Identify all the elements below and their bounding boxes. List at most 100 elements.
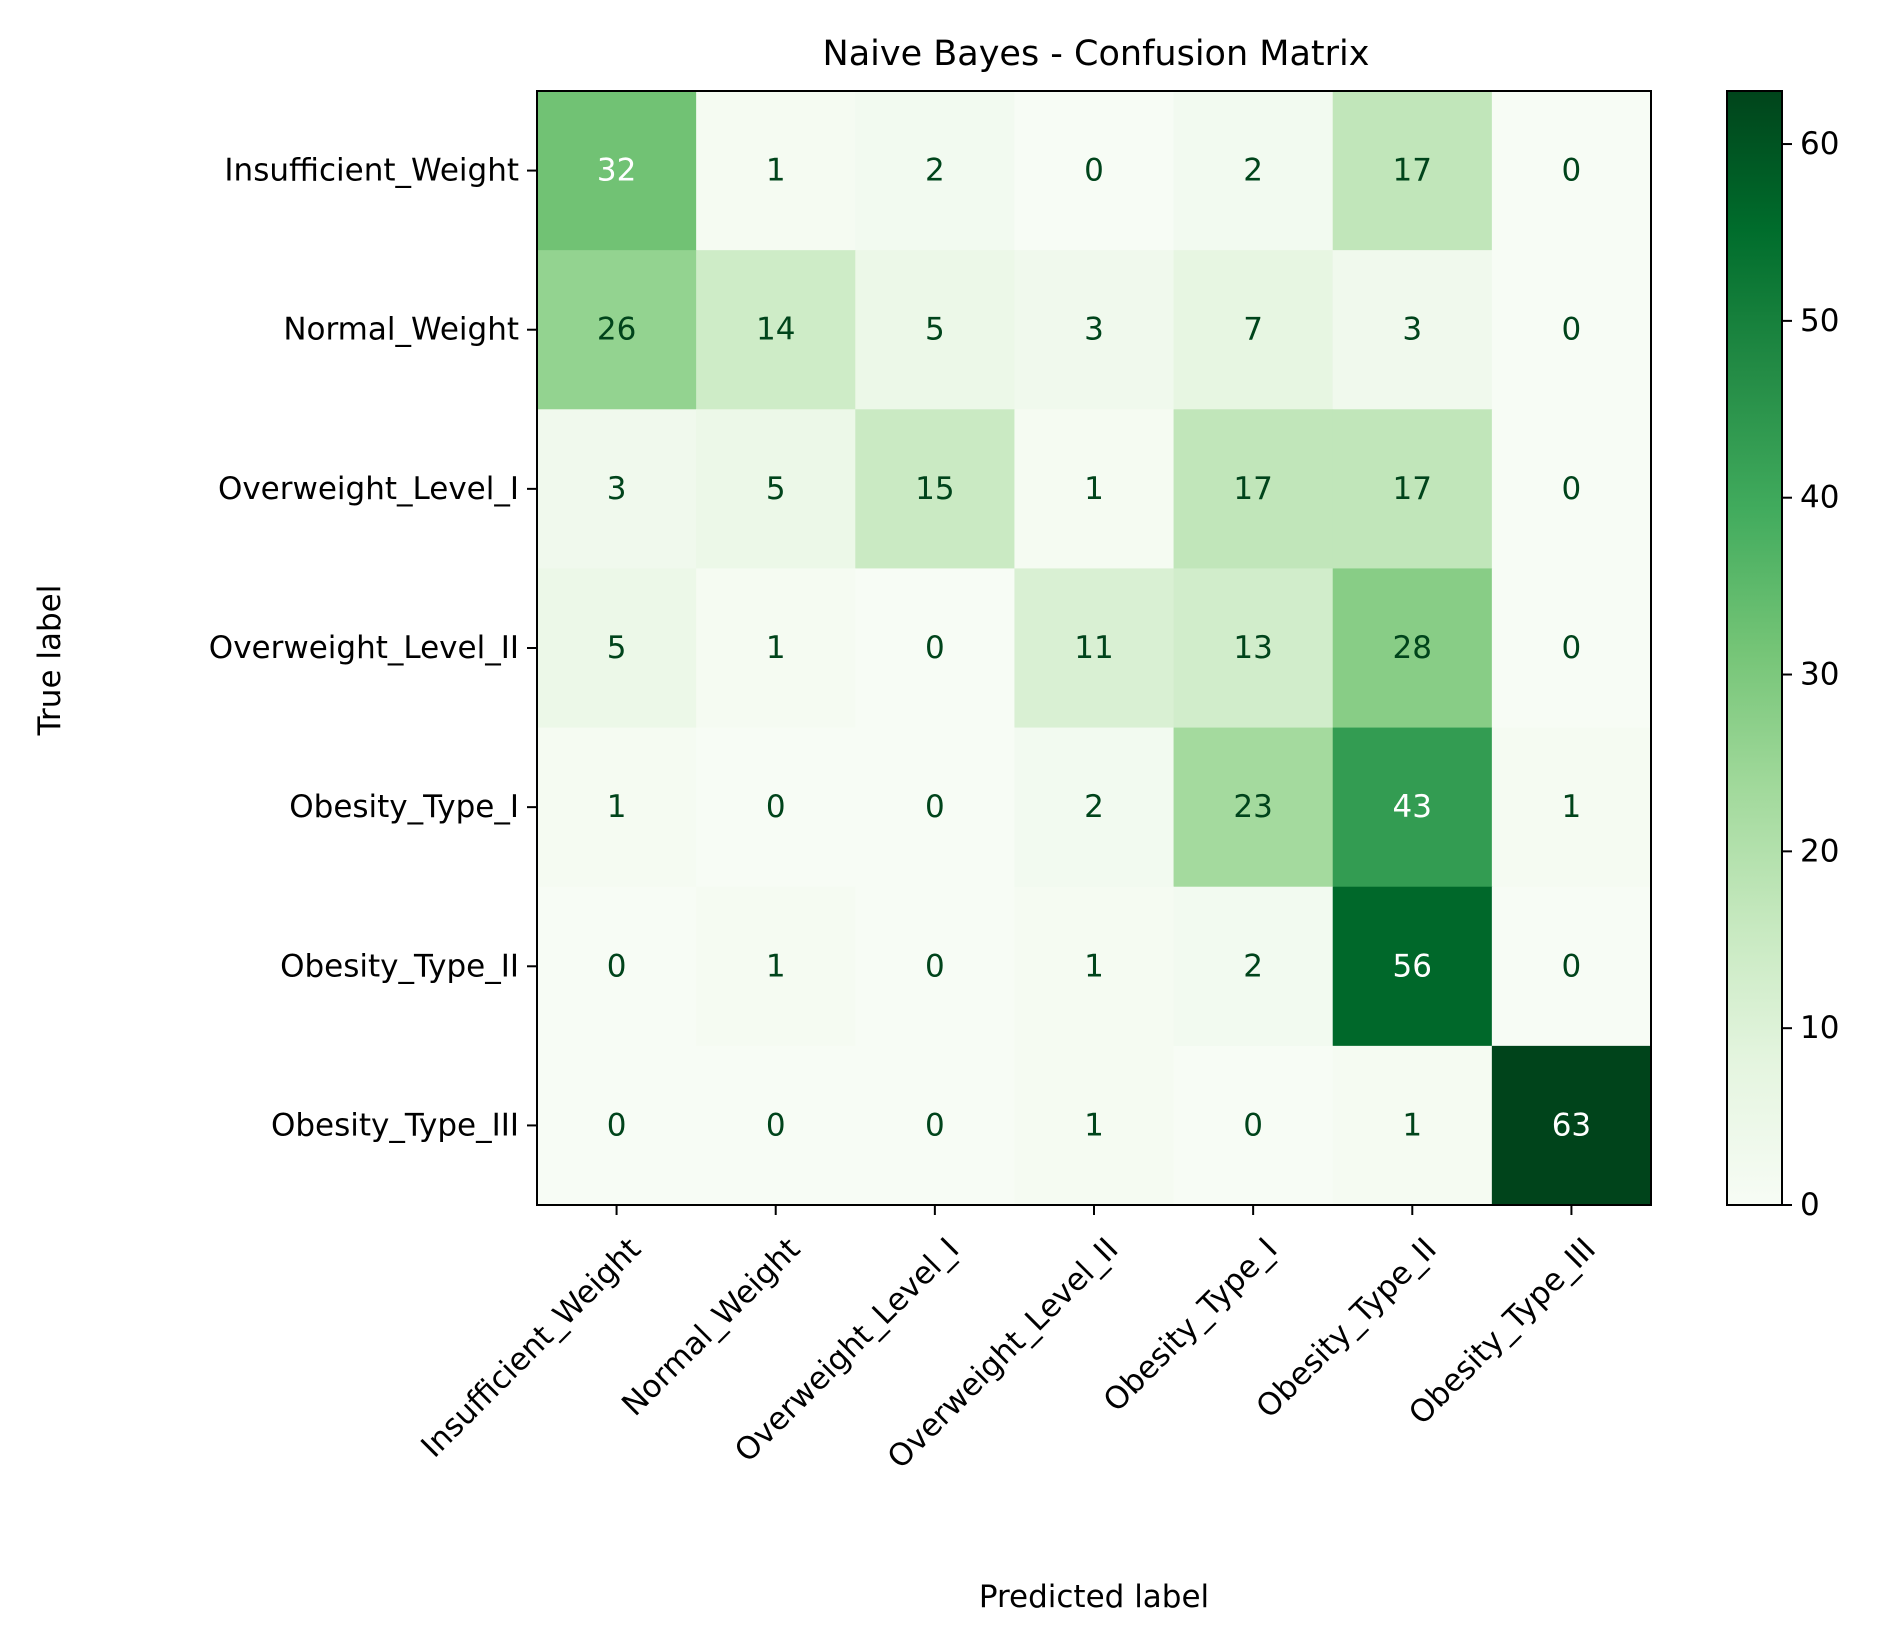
heatmap-cell — [537, 886, 697, 1047]
cell-value-label: 56 — [1393, 948, 1432, 984]
y-tick-label: Obesity_Type_I — [289, 789, 519, 825]
heatmap-cell — [537, 409, 697, 569]
heatmap-cell — [1491, 250, 1652, 410]
cell-value-label: 0 — [1562, 312, 1582, 348]
heatmap-cell — [537, 568, 697, 729]
cell-value-label: 5 — [766, 471, 786, 507]
heatmap-cell — [1332, 1045, 1493, 1206]
cell-value-label: 0 — [1562, 471, 1582, 507]
cell-value-label: 1 — [1084, 1107, 1104, 1143]
cell-value-label: 0 — [1562, 630, 1582, 666]
heatmap-cell — [1014, 886, 1175, 1047]
cell-value-label: 1 — [766, 948, 786, 984]
colorbar-tick-label: 0 — [1800, 1187, 1820, 1223]
cell-value-label: 0 — [1562, 153, 1582, 189]
cell-value-label: 11 — [1074, 630, 1113, 666]
heatmap-cell — [855, 568, 1015, 729]
heatmap-cell — [1014, 727, 1175, 888]
cell-value-label: 3 — [1084, 312, 1104, 348]
colorbar-tick-label: 60 — [1800, 126, 1839, 162]
heatmap-cell — [855, 886, 1015, 1047]
heatmap-cell — [1332, 727, 1493, 888]
y-tick-label: Overweight_Level_II — [209, 630, 519, 666]
cell-value-label: 5 — [925, 312, 945, 348]
cell-value-label: 3 — [1402, 312, 1422, 348]
cell-value-label: 7 — [1243, 312, 1263, 348]
heatmap-cell — [1491, 91, 1652, 251]
x-axis-label: Predicted label — [979, 1579, 1209, 1615]
heatmap-cell — [1491, 409, 1652, 569]
heatmap-cell — [1173, 727, 1334, 888]
y-tick-label: Overweight_Level_I — [218, 471, 519, 507]
cell-value-label: 0 — [925, 789, 945, 825]
y-tick-label: Normal_Weight — [283, 312, 519, 348]
heatmap-cell — [1491, 886, 1652, 1047]
heatmap-cell — [1014, 568, 1175, 729]
cell-value-label: 1 — [1084, 471, 1104, 507]
x-axis-ticks: Insufficient_WeightNormal_WeightOverweig… — [414, 1205, 1603, 1476]
colorbar-tick-label: 50 — [1800, 303, 1839, 339]
colorbar-tick-label: 10 — [1800, 1010, 1839, 1046]
heatmap-cell — [1014, 91, 1175, 251]
heatmap-cell — [1173, 568, 1334, 729]
cell-value-label: 0 — [925, 948, 945, 984]
cell-value-label: 43 — [1393, 789, 1432, 825]
cell-value-label: 1 — [766, 153, 786, 189]
heatmap-cell — [537, 250, 697, 410]
y-axis-ticks: Insufficient_Weight Normal_Weight Overweig… — [209, 153, 537, 1143]
cell-value-label: 2 — [1243, 153, 1263, 189]
cell-value-label: 2 — [1084, 789, 1104, 825]
colorbar-tick-label: 30 — [1800, 657, 1839, 693]
cell-value-label: 17 — [1233, 471, 1272, 507]
cell-value-label: 1 — [1402, 1107, 1422, 1143]
y-axis-label: True label — [32, 585, 68, 737]
cell-value-label: 23 — [1233, 789, 1272, 825]
heatmap-cell — [855, 727, 1015, 888]
cell-value-label: 13 — [1233, 630, 1272, 666]
chart-title: Naive Bayes - Confusion Matrix — [823, 34, 1370, 74]
heatmap-cell — [1332, 91, 1493, 251]
cell-value-label: 0 — [1562, 948, 1582, 984]
heatmap-cell — [855, 91, 1015, 251]
cell-value-label: 5 — [607, 630, 627, 666]
heatmap-cell — [696, 1045, 856, 1206]
y-tick-label: Obesity_Type_II — [280, 948, 519, 984]
cell-value-label: 32 — [597, 153, 636, 189]
heatmap-cell — [1332, 409, 1493, 569]
heatmap-cell — [855, 250, 1015, 410]
heatmap-cell — [696, 250, 856, 410]
heatmap-cell — [1332, 250, 1493, 410]
cell-value-label: 15 — [915, 471, 954, 507]
heatmap-cell — [1173, 409, 1334, 569]
cell-value-label: 2 — [925, 153, 945, 189]
cell-value-label: 63 — [1552, 1107, 1591, 1143]
cell-value-label: 1 — [766, 630, 786, 666]
cell-value-label: 17 — [1393, 471, 1432, 507]
heatmap-cell — [1014, 250, 1175, 410]
colorbar — [1726, 90, 1783, 1206]
heatmap-cell — [855, 409, 1015, 569]
cell-value-label: 1 — [607, 789, 627, 825]
cell-value-label: 0 — [766, 789, 786, 825]
heatmap-cell — [1491, 568, 1652, 729]
heatmap-cell — [1173, 1045, 1334, 1206]
heatmap-cell — [696, 409, 856, 569]
heatmap-cell — [1332, 568, 1493, 729]
heatmap-cell — [696, 568, 856, 729]
colorbar-tick-label: 20 — [1800, 833, 1839, 869]
heatmap-cell — [696, 886, 856, 1047]
heatmap-cell — [537, 727, 697, 888]
colorbar-tick-label: 40 — [1800, 480, 1839, 516]
cell-value-label: 1 — [1084, 948, 1104, 984]
cell-value-label: 0 — [607, 1107, 627, 1143]
heatmap-cell — [537, 91, 697, 251]
cell-value-label: 0 — [925, 630, 945, 666]
y-tick-label: Obesity_Type_III — [271, 1107, 519, 1143]
cell-value-label: 0 — [925, 1107, 945, 1143]
heatmap-cell — [855, 1045, 1015, 1206]
cell-value-label: 17 — [1393, 153, 1432, 189]
cell-value-label: 26 — [597, 312, 636, 348]
heatmap-cell — [696, 727, 856, 888]
heatmap-cells — [537, 91, 1652, 1206]
